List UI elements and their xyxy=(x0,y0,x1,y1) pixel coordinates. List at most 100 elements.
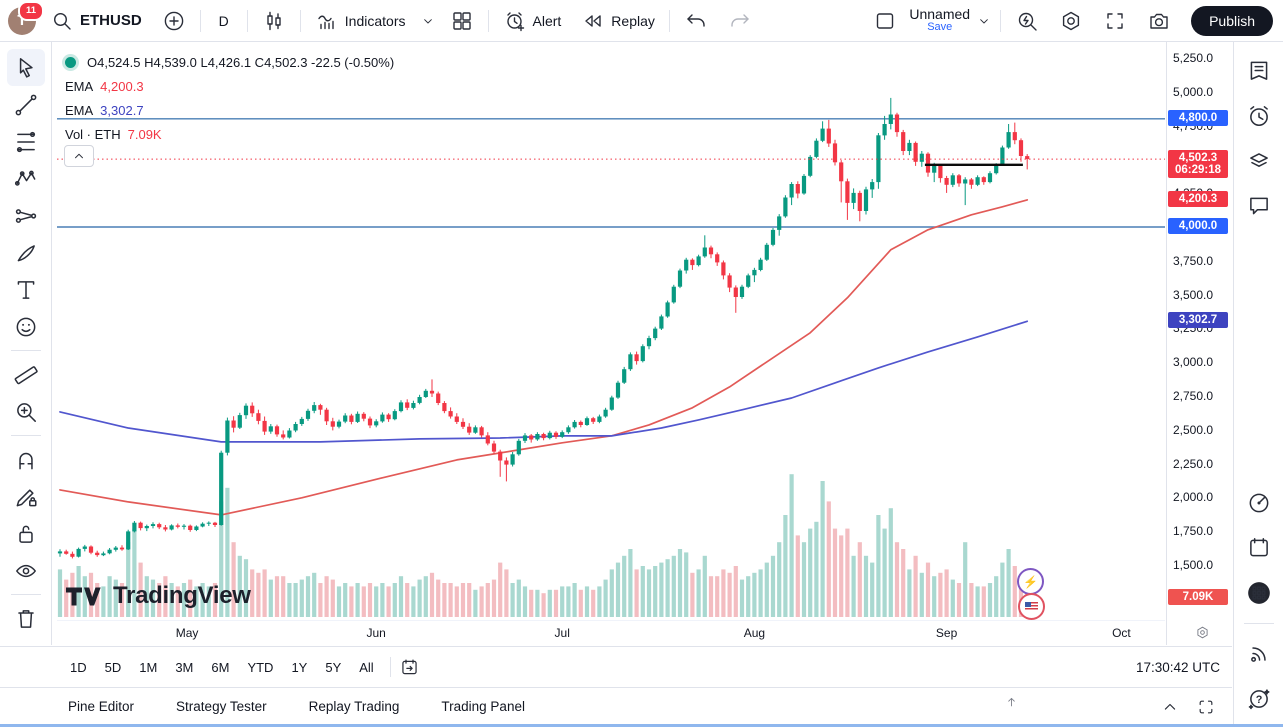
sidebar-object-tree-button[interactable] xyxy=(1242,144,1276,178)
compare-add-button[interactable] xyxy=(152,4,196,38)
trend-line-tool-button[interactable] xyxy=(7,86,45,123)
interval-button[interactable]: D xyxy=(205,4,243,38)
data-broadcast-icon xyxy=(1246,641,1272,667)
month-label: Jun xyxy=(366,626,386,640)
publish-button[interactable]: Publish xyxy=(1191,5,1273,36)
screenshot-button[interactable] xyxy=(1137,4,1181,38)
price-tick: 2,000.0 xyxy=(1173,490,1214,505)
sidebar-app-grid-button[interactable] xyxy=(1242,576,1276,610)
economic-event-icon[interactable] xyxy=(1018,593,1045,620)
price-scale[interactable]: 5,250.05,000.04,750.04,500.04,250.04,000… xyxy=(1166,42,1233,645)
month-label: Jul xyxy=(554,626,570,640)
legend-collapse-button[interactable] xyxy=(64,145,94,167)
tab-trading-panel[interactable]: Trading Panel xyxy=(441,699,525,714)
text-tool-button[interactable] xyxy=(7,271,45,308)
sidebar-alerts-clock-button[interactable] xyxy=(1242,99,1276,133)
redo-icon xyxy=(728,9,752,33)
volume-legend-row[interactable]: Vol · ETH 7.09K xyxy=(65,122,394,146)
indicators-button[interactable]: Indicators xyxy=(305,4,416,38)
replay-button[interactable]: Replay xyxy=(571,4,665,38)
settings-button[interactable] xyxy=(1049,4,1093,38)
pattern-tool-button[interactable] xyxy=(7,160,45,197)
bottom-accent-strip xyxy=(0,724,1283,727)
measure-tool-icon xyxy=(13,362,39,388)
sidebar-data-broadcast-button[interactable] xyxy=(1242,637,1276,671)
measure-tool-button[interactable] xyxy=(7,356,45,393)
maximize-panel-icon[interactable] xyxy=(1196,697,1216,717)
fullscreen-button[interactable] xyxy=(1093,4,1137,38)
ema-fast-label: EMA xyxy=(65,78,94,94)
undo-button[interactable] xyxy=(674,4,718,38)
symbol-legend-row[interactable]: O4,524.5 H4,539.0 L4,426.1 C4,502.3 -22.… xyxy=(65,50,394,74)
tab-pine-editor[interactable]: Pine Editor xyxy=(68,699,135,714)
chat-icon xyxy=(1246,193,1272,219)
range-1m-button[interactable]: 1M xyxy=(139,659,158,675)
price-tick: 3,000.0 xyxy=(1173,355,1214,370)
chart-legend: O4,524.5 H4,539.0 L4,426.1 C4,502.3 -22.… xyxy=(65,50,394,146)
flash-event-icon[interactable]: ⚡ xyxy=(1017,568,1044,595)
cursor-tool-button[interactable] xyxy=(6,49,45,86)
grid-layout-button[interactable] xyxy=(440,4,484,38)
layout-box-icon xyxy=(873,9,897,33)
range-5y-button[interactable]: 5Y xyxy=(325,659,342,675)
alert-button[interactable]: Alert xyxy=(493,4,572,38)
ohlc-values: O4,524.5 H4,539.0 L4,426.1 C4,502.3 -22.… xyxy=(87,54,395,70)
layout-menu-button[interactable] xyxy=(972,4,996,38)
range-5d-button[interactable]: 5D xyxy=(104,659,122,675)
clock-utc[interactable]: 17:30:42 UTC xyxy=(1135,659,1220,675)
cursor-tool-icon xyxy=(13,55,39,81)
time-axis[interactable]: May Jun Jul Aug Sep Oct xyxy=(57,620,1165,647)
go-to-date-icon[interactable] xyxy=(399,657,420,678)
price-chart[interactable] xyxy=(57,45,1165,620)
range-3m-button[interactable]: 3M xyxy=(175,659,194,675)
range-1d-button[interactable]: 1D xyxy=(70,659,87,675)
lock-all-tool-button[interactable] xyxy=(7,515,45,552)
bottom-toolbar: 1D 5D 1M 3M 6M YTD 1Y 5Y All 17:30:42 UTC xyxy=(0,646,1232,687)
emoji-tool-button[interactable] xyxy=(7,308,45,345)
sidebar-chat-button[interactable] xyxy=(1242,189,1276,223)
sidebar-watchlist-button[interactable] xyxy=(1242,54,1276,88)
drawing-mode-tool-button[interactable] xyxy=(7,478,45,515)
toolbar-divider xyxy=(10,435,41,436)
range-all-button[interactable]: All xyxy=(359,659,374,675)
layout-name-button[interactable]: Unnamed Save xyxy=(909,7,970,33)
symbol-status-dot xyxy=(65,56,76,68)
redo-button[interactable] xyxy=(718,4,762,38)
magnet-tool-button[interactable] xyxy=(7,441,45,478)
volume-value: 7.09K xyxy=(127,126,162,142)
sidebar-calendar-button[interactable] xyxy=(1242,531,1276,565)
zoom-in-tool-button[interactable] xyxy=(7,393,45,430)
ema-fast-legend-row[interactable]: EMA 4,200.3 xyxy=(65,74,394,98)
ema-slow-legend-row[interactable]: EMA 3,302.7 xyxy=(65,98,394,122)
date-range-buttons: 1D 5D 1M 3M 6M YTD 1Y 5Y All xyxy=(62,655,382,680)
symbol-search-button[interactable]: ETHUSD xyxy=(46,4,152,38)
save-link[interactable]: Save xyxy=(927,21,953,34)
sidebar-help-button[interactable]: ? xyxy=(1242,682,1276,716)
panel-up-arrow-icon[interactable] xyxy=(1004,694,1019,709)
range-6m-button[interactable]: 6M xyxy=(211,659,230,675)
chart-style-button[interactable] xyxy=(252,4,296,38)
price-label-badge: 4,000.0 xyxy=(1168,217,1228,234)
quick-search-button[interactable] xyxy=(1005,4,1049,38)
expand-panel-chevron-icon[interactable] xyxy=(1160,697,1180,717)
sidebar-divider xyxy=(1243,623,1274,624)
forecast-tool-button[interactable] xyxy=(7,197,45,234)
sidebar-ideas-button[interactable] xyxy=(1242,486,1276,520)
layout-select-button[interactable] xyxy=(867,4,903,38)
drawing-mode-tool-icon xyxy=(13,484,39,510)
hide-all-tool-icon xyxy=(13,558,39,584)
alert-label: Alert xyxy=(532,12,562,29)
brush-tool-button[interactable] xyxy=(7,234,45,271)
range-1y-button[interactable]: 1Y xyxy=(291,659,308,675)
tab-strategy-tester[interactable]: Strategy Tester xyxy=(176,699,267,714)
layout-name-label: Unnamed xyxy=(909,6,971,23)
indicator-templates-button[interactable] xyxy=(416,4,440,38)
top-toolbar: T 11 ETHUSD D Indicators xyxy=(0,0,1283,42)
fib-retracement-tool-button[interactable] xyxy=(7,123,45,160)
user-avatar[interactable]: T 11 xyxy=(8,0,44,35)
remove-drawings-tool-button[interactable] xyxy=(7,600,45,637)
range-ytd-button[interactable]: YTD xyxy=(247,659,274,675)
tab-replay-trading[interactable]: Replay Trading xyxy=(308,699,400,714)
axis-settings-gear-icon[interactable] xyxy=(1194,624,1211,646)
hide-all-tool-button[interactable] xyxy=(7,552,45,589)
